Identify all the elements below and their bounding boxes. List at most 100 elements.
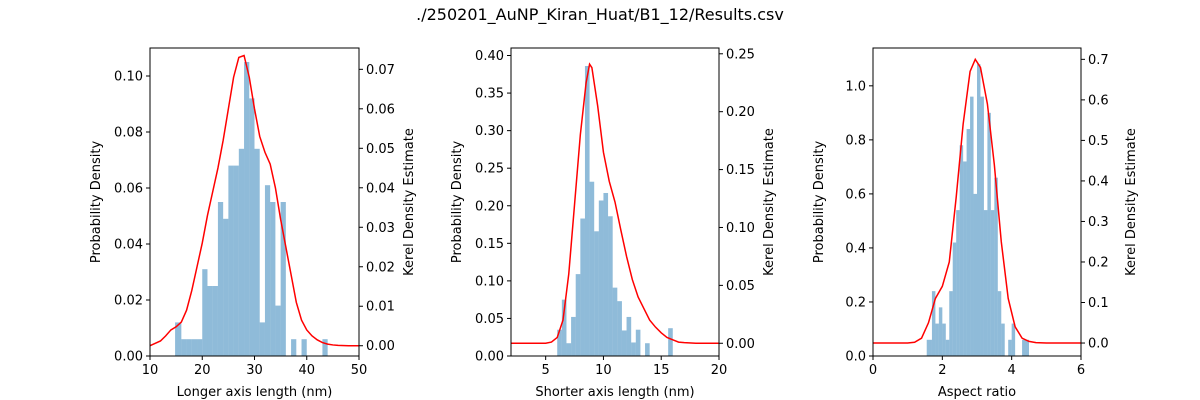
histogram-bar [617, 301, 622, 356]
y2-tick-label: 0.1 [1088, 296, 1109, 311]
y2-tick-label: 0.07 [366, 63, 395, 78]
histogram-bars [175, 62, 328, 356]
histogram-bar [212, 286, 218, 356]
axes-frame [510, 47, 720, 357]
x-tick-label: 4 [1008, 363, 1016, 378]
y2-tick-label: 0.5 [1088, 134, 1109, 149]
histogram-bar [249, 98, 255, 356]
y-tick-label: 0.05 [475, 312, 504, 327]
histogram-bar [207, 286, 213, 356]
histogram-bar [1025, 339, 1029, 356]
histogram-bar [645, 343, 650, 356]
histogram-bars [926, 64, 1029, 356]
y-tick-label: 0.30 [475, 124, 504, 139]
x-axis-label: Longer axis length (nm) [177, 385, 333, 400]
x-tick-label: 10 [595, 363, 612, 378]
histogram-bar [244, 62, 250, 356]
x-tick-label: 15 [653, 363, 670, 378]
y2-tick-label: 0.2 [1088, 255, 1109, 270]
histogram-bar [973, 193, 977, 356]
histogram-bar [275, 305, 281, 356]
histogram-bar [603, 192, 609, 356]
x-tick-label: 0 [869, 363, 877, 378]
histogram-bar [945, 339, 950, 356]
y-tick-label: 0.35 [475, 87, 504, 102]
histogram-bar [598, 200, 604, 356]
y2-tick-label: 0.00 [366, 339, 395, 354]
histogram-bar [584, 66, 590, 356]
histogram-bar [580, 218, 585, 356]
x-tick-label: 5 [542, 363, 550, 378]
y2-tick-label: 0.15 [726, 163, 755, 178]
histogram-bar [238, 148, 245, 356]
y2-tick-label: 0.05 [726, 279, 755, 294]
kde-line [511, 62, 719, 345]
y2-tick-label: 0.00 [726, 337, 755, 352]
y-tick-label: 0.10 [114, 70, 143, 85]
histogram-bar [1022, 339, 1026, 356]
histogram-bar [942, 323, 946, 356]
x-axis-label: Shorter axis length (nm) [535, 385, 694, 400]
chart-panel-1: 10 20 30 40 50 0.00 0.02 0.04 0.06 0.08 0.10 0.00 0.… [89, 47, 417, 400]
x-tick-label: 30 [246, 363, 263, 378]
histogram-bar [594, 231, 599, 356]
histogram-bar [994, 177, 998, 356]
x-tick-label: 2 [938, 363, 946, 378]
histogram-bar [980, 96, 984, 356]
y2-tick-label: 0.01 [366, 300, 395, 315]
histogram-bar [561, 299, 567, 356]
histogram-bar [631, 342, 636, 356]
y2-axis-label: Kerel Density Estimate [402, 128, 417, 276]
chart-panel-3: 0 2 4 60.00.20.40.60.81.00.00.10.20.30.40.5… [812, 47, 1139, 400]
histogram-bar [970, 96, 974, 356]
y2-tick-label: 0.02 [366, 260, 395, 275]
histogram-bar [990, 210, 995, 356]
histogram-bar [626, 316, 632, 356]
chart-panel-2: 5 10 15 20 0.00 0.05 0.10 0.15 0.20 0.25 0.30 0.35 0… [450, 47, 777, 400]
histogram-bar [621, 330, 627, 356]
y-axis-label: Probability Density [450, 141, 465, 264]
y2-tick-label: 0.06 [366, 102, 395, 117]
histogram-bar [931, 291, 936, 356]
y-axis-label: Probability Density [812, 141, 827, 264]
x-tick-label: 20 [194, 363, 211, 378]
histogram-bar [977, 64, 981, 356]
y-tick-label: 0.8 [845, 133, 866, 148]
histogram-bar [983, 210, 988, 356]
histogram-bar [589, 181, 595, 356]
histogram-bar [191, 339, 198, 356]
histogram-bar [223, 218, 229, 356]
histogram-bar [557, 329, 562, 356]
histogram-bar [181, 339, 187, 356]
y-tick-label: 0.25 [475, 162, 504, 177]
histogram-bar [270, 202, 276, 356]
y2-tick-label: 0.10 [726, 221, 755, 236]
histogram-bar [322, 339, 328, 356]
histogram-bar [1011, 323, 1016, 356]
kde-line [873, 57, 1081, 344]
histogram-bar [291, 339, 297, 356]
histogram-bar [264, 185, 271, 356]
y-axis-label: Probability Density [89, 141, 104, 264]
y-tick-label: 0.20 [475, 199, 504, 214]
histogram-bar [963, 161, 967, 356]
histogram-bar [301, 339, 307, 356]
y2-axis-label: Kerel Density Estimate [762, 128, 777, 276]
y-tick-label: 0.04 [114, 238, 143, 253]
y2-tick-label: 0.6 [1088, 93, 1109, 108]
y-tick-label: 0.06 [114, 182, 143, 197]
y-tick-label: 0.0 [845, 350, 866, 365]
x-tick-label: 50 [351, 363, 368, 378]
histogram-bar [217, 202, 224, 356]
histogram-bar [612, 287, 618, 356]
histogram-bar [566, 343, 572, 356]
y-tick-label: 0.08 [114, 126, 143, 141]
histogram-bar [186, 339, 192, 356]
y-tick-label: 0.6 [845, 187, 866, 202]
histogram-bar [197, 339, 203, 356]
kde-line [150, 54, 359, 347]
figure-title: ./250201_AuNP_Kiran_Huat/B1_12/Results.c… [416, 5, 784, 24]
histogram-bar [668, 328, 673, 356]
histogram-bar [966, 129, 971, 356]
y2-axis-label: Kerel Density Estimate [1124, 128, 1139, 276]
